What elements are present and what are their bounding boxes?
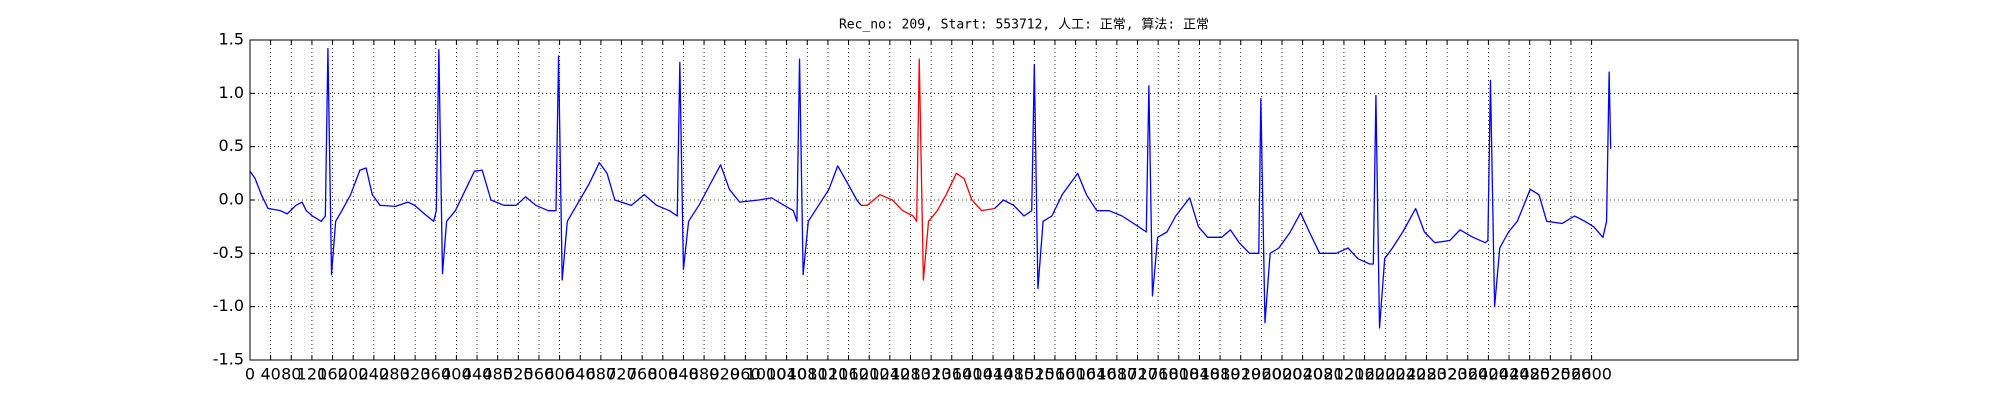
x-tick-label: 1520 bbox=[1014, 365, 1055, 384]
x-tick-label: 2160 bbox=[1344, 365, 1385, 384]
y-tick-label: -0.5 bbox=[213, 243, 244, 262]
x-tick-label: 2040 bbox=[1282, 365, 1323, 384]
x-tick-label: 2520 bbox=[1530, 365, 1571, 384]
x-tick-label: 480 bbox=[482, 365, 513, 384]
chart-title: Rec_no: 209, Start: 553712, 人工: 正常, 算法: … bbox=[839, 18, 1209, 33]
x-tick-label: 400 bbox=[441, 365, 472, 384]
x-tick-label: 240 bbox=[359, 365, 390, 384]
x-tick-label: 600 bbox=[544, 365, 575, 384]
x-tick-label: 2240 bbox=[1385, 365, 1426, 384]
x-tick-label: 840 bbox=[668, 365, 699, 384]
x-tick-label: 2320 bbox=[1427, 365, 1468, 384]
x-tick-label: 320 bbox=[400, 365, 431, 384]
y-tick-label: -1.5 bbox=[213, 350, 244, 369]
y-tick-label: 1.5 bbox=[219, 30, 244, 49]
x-tick-label: 1320 bbox=[911, 365, 952, 384]
y-tick-label: 0.0 bbox=[219, 190, 244, 209]
x-tick-label: 1360 bbox=[931, 365, 972, 384]
x-tick-label: 1880 bbox=[1200, 365, 1241, 384]
x-tick-label: 1200 bbox=[849, 365, 890, 384]
x-tick-label: 920 bbox=[709, 365, 740, 384]
ecg-line bbox=[860, 58, 995, 281]
x-tick-label: 1400 bbox=[952, 365, 993, 384]
x-tick-label: 680 bbox=[586, 365, 617, 384]
x-tick-label: 2400 bbox=[1468, 365, 1509, 384]
x-tick-label: 2280 bbox=[1406, 365, 1447, 384]
x-tick-label: 1080 bbox=[787, 365, 828, 384]
x-tick-label: 1000 bbox=[746, 365, 787, 384]
x-tick-label: 2080 bbox=[1303, 365, 1344, 384]
x-tick-label: 520 bbox=[503, 365, 534, 384]
x-tick-label: 80 bbox=[281, 365, 301, 384]
x-tick-label: 960 bbox=[730, 365, 761, 384]
x-tick-label: 1040 bbox=[766, 365, 807, 384]
x-tick-label: 2000 bbox=[1262, 365, 1303, 384]
x-tick-label: 2560 bbox=[1551, 365, 1592, 384]
ecg-line bbox=[994, 63, 1612, 329]
x-tick-label: 1760 bbox=[1138, 365, 1179, 384]
x-tick-label: 1920 bbox=[1220, 365, 1261, 384]
x-tick-label: 1720 bbox=[1117, 365, 1158, 384]
x-tick-label: 760 bbox=[627, 365, 658, 384]
x-tick-label: 1120 bbox=[808, 365, 849, 384]
x-tick-label: 1680 bbox=[1097, 365, 1138, 384]
x-tick-label: 720 bbox=[606, 365, 637, 384]
x-tick-label: 1640 bbox=[1076, 365, 1117, 384]
x-tick-label: 1480 bbox=[993, 365, 1034, 384]
x-tick-label: 280 bbox=[379, 365, 410, 384]
x-tick-label: 2480 bbox=[1509, 365, 1550, 384]
y-tick-label: -1.0 bbox=[213, 296, 244, 315]
x-tick-label: 40 bbox=[260, 365, 280, 384]
x-tick-label: 1560 bbox=[1035, 365, 1076, 384]
x-tick-label: 640 bbox=[565, 365, 596, 384]
x-tick-label: 2120 bbox=[1324, 365, 1365, 384]
x-tick-label: 1280 bbox=[890, 365, 931, 384]
x-tick-label: 1240 bbox=[869, 365, 910, 384]
x-tick-label: 2440 bbox=[1489, 365, 1530, 384]
x-tick-label: 160 bbox=[317, 365, 348, 384]
x-tick-label: 1840 bbox=[1179, 365, 1220, 384]
x-tick-label: 200 bbox=[338, 365, 369, 384]
x-tick-label: 1440 bbox=[973, 365, 1014, 384]
x-tick-label: 440 bbox=[462, 365, 493, 384]
x-tick-label: 880 bbox=[689, 365, 720, 384]
x-tick-label: 2200 bbox=[1365, 365, 1406, 384]
y-tick-label: 0.5 bbox=[219, 136, 244, 155]
x-tick-label: 0 bbox=[245, 365, 255, 384]
plot-frame bbox=[249, 39, 1799, 361]
x-tick-label: 1800 bbox=[1158, 365, 1199, 384]
x-tick-label: 1960 bbox=[1241, 365, 1282, 384]
y-tick-label: 1.0 bbox=[219, 83, 244, 102]
ecg-line bbox=[249, 47, 862, 281]
x-tick-label: 2360 bbox=[1447, 365, 1488, 384]
x-tick-label: 1600 bbox=[1055, 365, 1096, 384]
x-tick-label: 2600 bbox=[1571, 365, 1612, 384]
x-tick-label: 560 bbox=[524, 365, 555, 384]
x-tick-label: 360 bbox=[420, 365, 451, 384]
x-tick-label: 800 bbox=[648, 365, 679, 384]
x-tick-label: 1160 bbox=[828, 365, 869, 384]
x-tick-label: 120 bbox=[297, 365, 328, 384]
